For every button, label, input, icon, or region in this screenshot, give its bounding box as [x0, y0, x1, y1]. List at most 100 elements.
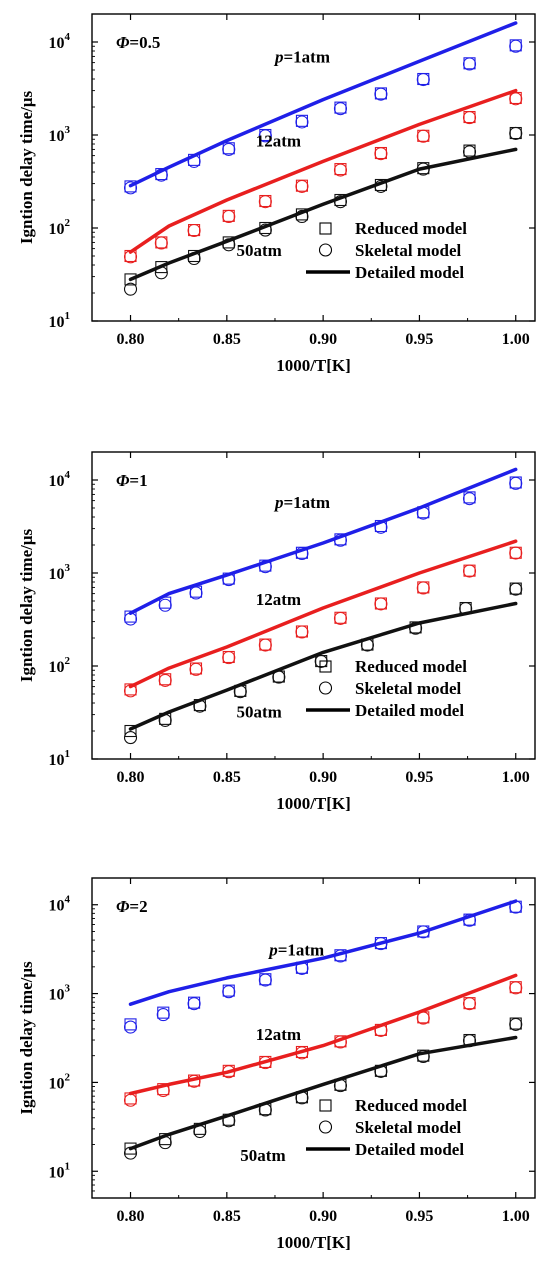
- y-axis-title: Igntion delay time/μs: [17, 91, 36, 245]
- skeletal-model-point: [187, 251, 201, 266]
- skeletal-model-point: [123, 684, 138, 698]
- y-tick-base: 10: [49, 128, 65, 145]
- y-tick-exponent: 3: [65, 562, 71, 574]
- skeletal-model-point: [374, 87, 388, 101]
- skeletal-model-point: [409, 621, 423, 635]
- skeletal-model-point: [333, 1035, 348, 1049]
- skeletal-model-point: [462, 145, 477, 159]
- skeletal-model-point: [333, 1079, 348, 1093]
- y-tick-exponent: 2: [65, 655, 71, 667]
- skeletal-model-point: [374, 597, 388, 611]
- skeletal-model-point: [258, 195, 272, 209]
- pressure-value: 50atm: [236, 702, 281, 721]
- skeletal-model-point: [462, 564, 477, 578]
- legend-skeletal-label: Skeletal model: [355, 679, 462, 698]
- skeletal-model-point: [509, 546, 523, 560]
- y-tick-base: 10: [49, 566, 65, 583]
- skeletal-model-point: [123, 731, 138, 745]
- phi-label: Φ=2: [116, 897, 148, 916]
- y-tick-label: 102: [49, 217, 71, 238]
- pressure-label: 12atm: [256, 590, 301, 609]
- detailed-model-line: [128, 539, 518, 689]
- skeletal-model-point: [222, 1065, 236, 1079]
- x-tick-label: 0.80: [117, 1208, 145, 1225]
- skeletal-model-point: [333, 163, 348, 177]
- skeletal-model-point: [258, 638, 272, 652]
- y-axis-title: Igntion delay time/μs: [17, 529, 36, 683]
- legend-reduced-marker: [319, 660, 332, 673]
- skeletal-model-point: [509, 582, 523, 596]
- x-tick-label: 0.80: [117, 331, 145, 348]
- y-tick-label: 101: [49, 1160, 71, 1181]
- skeletal-model-point: [222, 985, 236, 999]
- x-axis-title: 1000/T[K]: [276, 356, 351, 375]
- phi-label: Φ=0.5: [116, 33, 160, 52]
- chart-panel-phi-0-5: 0.80 0.85 0.90 0.95 1.001011021031041000/T[K…: [17, 13, 536, 375]
- reduced-model-point: [124, 1142, 137, 1155]
- skeletal-model-point: [258, 1056, 272, 1070]
- skeletal-model-point: [416, 162, 430, 176]
- skeletal-model-point: [123, 612, 138, 626]
- pressure-label: p=1atm: [273, 48, 330, 67]
- skeletal-model-point: [187, 154, 201, 168]
- y-tick-base: 10: [49, 1164, 65, 1181]
- skeletal-model-point: [123, 181, 138, 195]
- y-tick-base: 10: [49, 1075, 65, 1092]
- detailed-model-line: [128, 21, 518, 188]
- skeletal-model-point: [416, 72, 430, 87]
- skeletal-model-point: [462, 492, 477, 506]
- legend-skeletal-marker: [318, 681, 333, 695]
- x-tick-label: 0.95: [405, 769, 433, 786]
- pressure-label: 50atm: [236, 241, 281, 260]
- legend-reduced-label: Reduced model: [355, 657, 467, 676]
- y-tick-base: 10: [49, 987, 65, 1004]
- y-tick-exponent: 3: [65, 124, 71, 136]
- x-tick-label: 0.90: [309, 331, 337, 348]
- reduced-model-point: [124, 273, 137, 286]
- skeletal-model-point: [462, 997, 477, 1011]
- skeletal-model-point: [333, 195, 348, 209]
- y-tick-label: 101: [49, 748, 71, 769]
- pressure-value: 50atm: [236, 241, 281, 260]
- y-tick-exponent: 4: [65, 469, 71, 481]
- skeletal-model-point: [416, 1011, 430, 1025]
- skeletal-model-point: [222, 238, 236, 252]
- skeletal-model-point: [189, 662, 203, 676]
- skeletal-model-point: [509, 92, 523, 106]
- legend-reduced-marker: [319, 222, 332, 235]
- y-tick-base: 10: [49, 473, 65, 490]
- x-tick-label: 0.95: [405, 331, 433, 348]
- chart-panel-phi-1: 0.80 0.85 0.90 0.95 1.001011021031041000/T[K…: [17, 451, 536, 813]
- legend-skeletal-marker: [318, 243, 333, 257]
- x-tick-label: 1.00: [502, 331, 530, 348]
- phi-symbol: Φ: [116, 471, 130, 490]
- pressure-value: 12atm: [256, 1025, 301, 1044]
- skeletal-model-point: [123, 282, 138, 296]
- skeletal-model-point: [258, 223, 272, 237]
- skeletal-model-point: [374, 147, 388, 161]
- y-tick-label: 103: [49, 562, 71, 583]
- y-tick-base: 10: [49, 898, 65, 915]
- phi-label: Φ=1: [116, 471, 148, 490]
- y-tick-label: 102: [49, 1071, 71, 1092]
- x-axis-title: 1000/T[K]: [276, 794, 351, 813]
- skeletal-model-point: [509, 126, 523, 140]
- pressure-label: 50atm: [240, 1146, 285, 1165]
- skeletal-model-point: [158, 1136, 172, 1150]
- skeletal-model-point: [123, 1020, 138, 1034]
- skeletal-model-point: [509, 39, 523, 53]
- skeletal-model-point: [222, 142, 236, 156]
- pressure-symbol: p: [267, 940, 278, 959]
- skeletal-model-point: [374, 1023, 388, 1037]
- detailed-model-line: [128, 973, 518, 1096]
- skeletal-model-point: [374, 937, 388, 951]
- detailed-model-line: [128, 899, 518, 1006]
- y-tick-exponent: 2: [65, 217, 71, 229]
- y-tick-base: 10: [49, 752, 65, 769]
- skeletal-model-point: [187, 1074, 201, 1088]
- skeletal-model-point: [333, 533, 348, 547]
- x-tick-label: 0.85: [213, 331, 241, 348]
- legend-detailed-label: Detailed model: [355, 1140, 464, 1159]
- x-tick-label: 1.00: [502, 1208, 530, 1225]
